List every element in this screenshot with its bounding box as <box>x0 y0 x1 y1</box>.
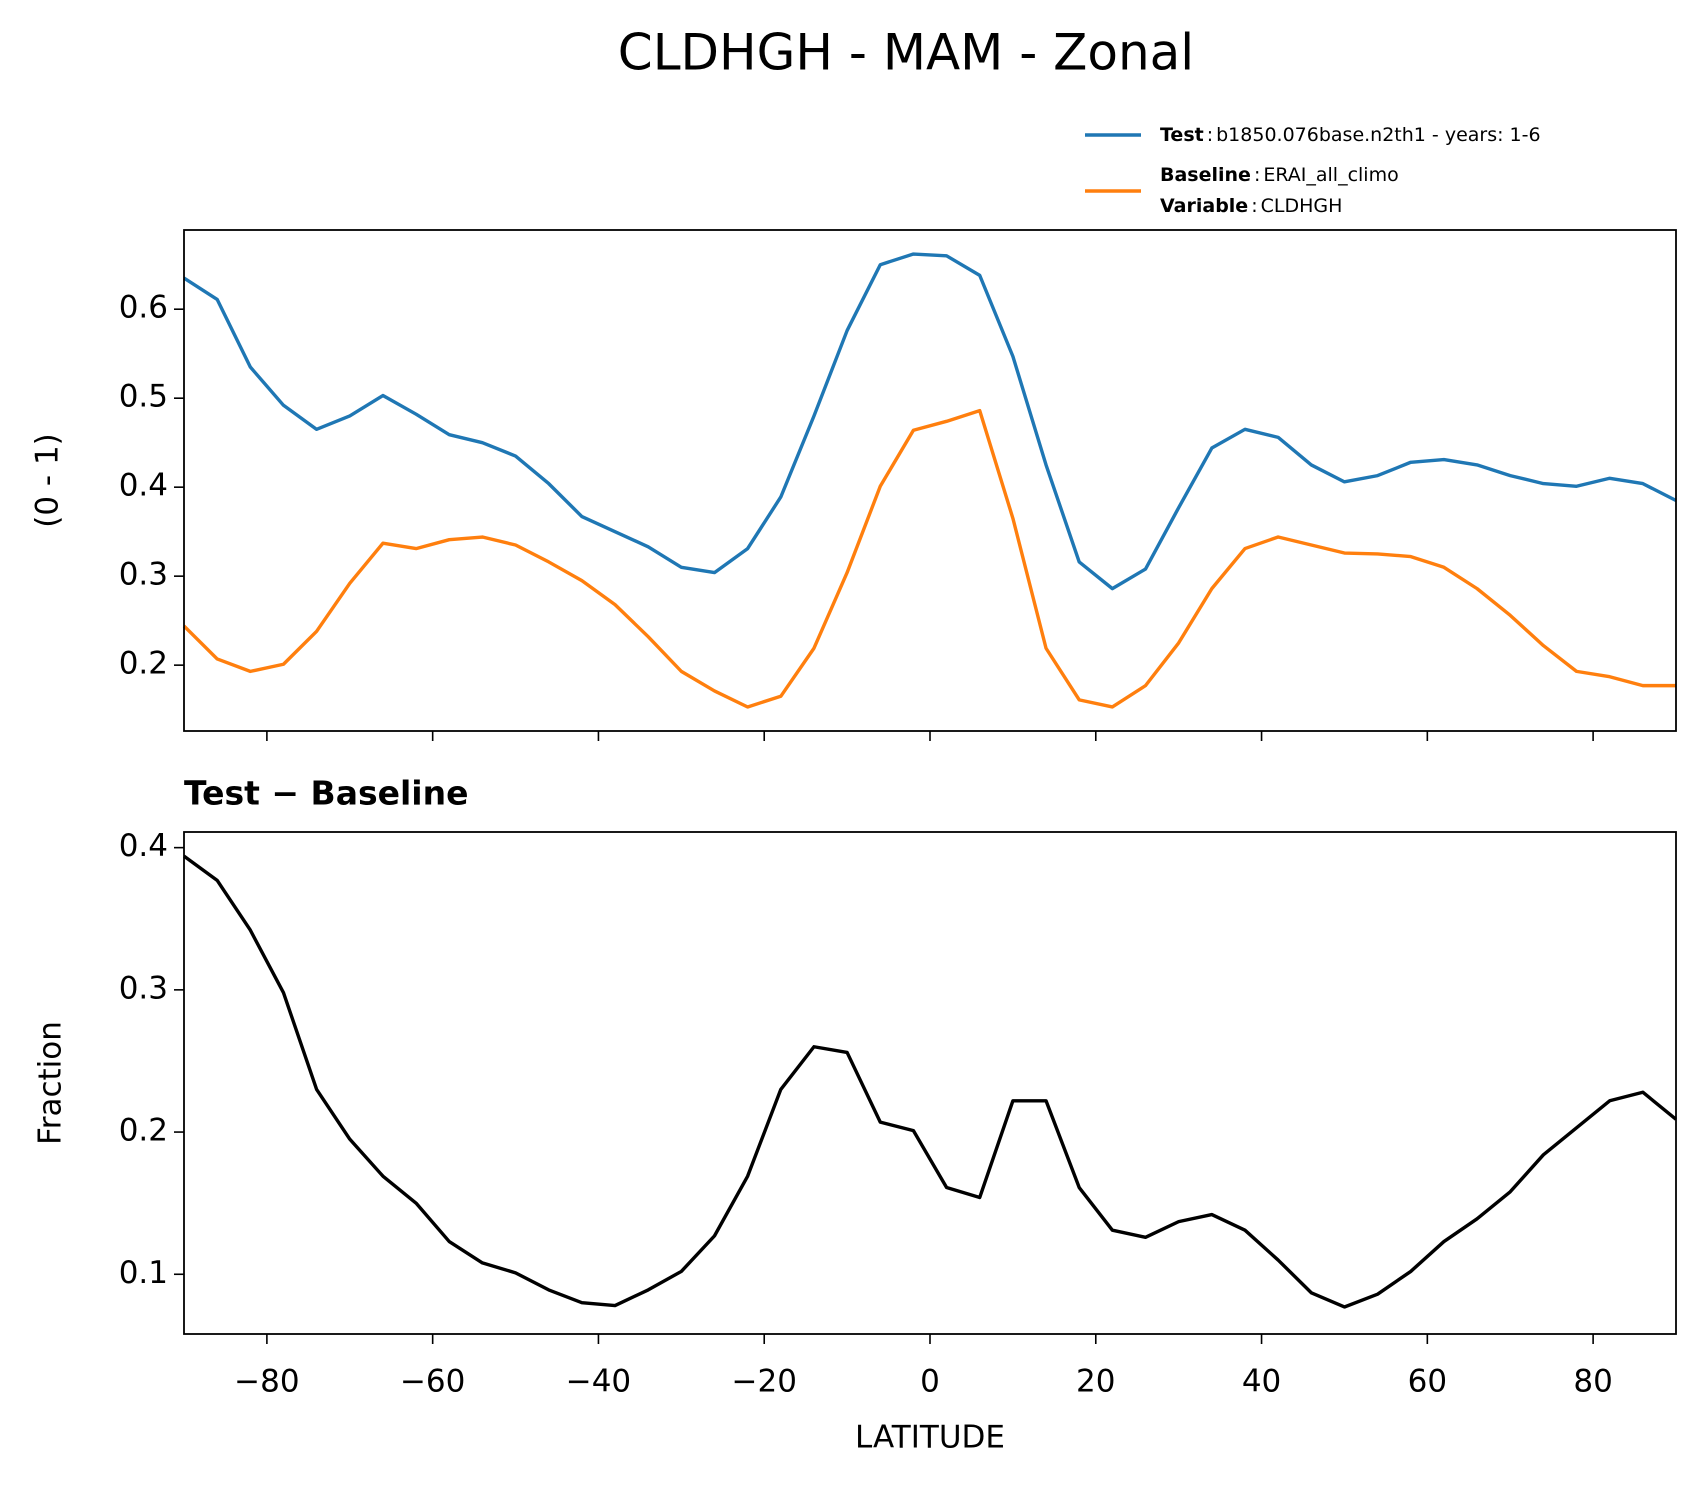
legend-separator: : <box>1207 124 1213 146</box>
y-tick-label: 0.2 <box>119 646 168 682</box>
x-axis-label: LATITUDE <box>855 1420 1005 1456</box>
x-tick-label: −80 <box>234 1364 299 1400</box>
y-tick-label: 0.6 <box>119 290 168 326</box>
axes-frame <box>183 229 1677 732</box>
legend-name: Baseline <box>1160 164 1251 186</box>
axes-frame <box>183 831 1677 1335</box>
legend-note-name: Variable <box>1160 195 1248 217</box>
y-tick-label: 0.3 <box>119 557 168 593</box>
y-tick-label: 0.1 <box>119 1255 168 1291</box>
x-tick-label: −20 <box>732 1364 797 1400</box>
y-tick-label: 0.2 <box>119 1113 168 1149</box>
legend-name: Test <box>1160 124 1204 146</box>
series-line <box>182 854 1678 1309</box>
y-axis-label: (0 - 1) <box>30 433 66 528</box>
legend-note: Variable: CLDHGH <box>1160 195 1342 217</box>
legend-entry: Baseline: ERAI_all_climo <box>1160 164 1399 186</box>
x-tick-label: 80 <box>1573 1364 1612 1400</box>
x-tick-label: 0 <box>920 1364 940 1400</box>
x-tick-label: 40 <box>1242 1364 1281 1400</box>
legend-entry: Test: b1850.076base.n2th1 - years: 1-6 <box>1160 124 1541 146</box>
x-tick-label: 20 <box>1076 1364 1115 1400</box>
y-tick-label: 0.4 <box>119 828 168 864</box>
y-tick-label: 0.3 <box>119 970 168 1006</box>
legend-description: ERAI_all_climo <box>1263 164 1398 186</box>
legend-separator: : <box>1254 164 1260 186</box>
subplot-title: Test − Baseline <box>184 774 469 813</box>
legend-description: b1850.076base.n2th1 - years: 1-6 <box>1216 124 1540 146</box>
legend-note-text: CLDHGH <box>1261 195 1343 217</box>
y-tick-label: 0.4 <box>119 468 168 504</box>
series-line <box>182 408 1676 709</box>
figure-title: CLDHGH - MAM - Zonal <box>618 24 1194 82</box>
y-axis-label: Fraction <box>33 1021 69 1145</box>
y-tick-label: 0.5 <box>119 379 168 415</box>
x-tick-label: −40 <box>566 1364 631 1400</box>
x-tick-label: 60 <box>1408 1364 1447 1400</box>
legend-separator: : <box>1251 195 1257 217</box>
x-tick-label: −60 <box>400 1364 465 1400</box>
series-line <box>183 252 1677 591</box>
